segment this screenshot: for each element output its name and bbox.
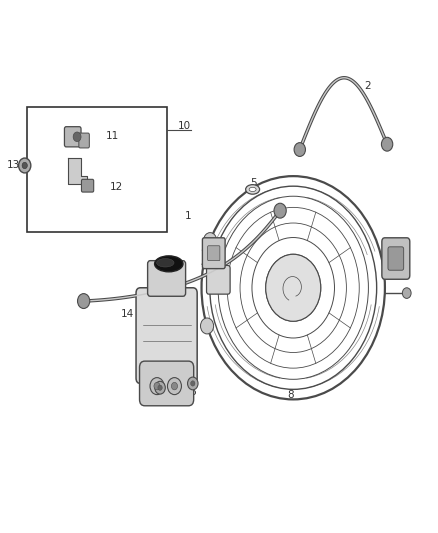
FancyBboxPatch shape xyxy=(148,261,186,296)
Text: 12: 12 xyxy=(110,182,123,192)
FancyBboxPatch shape xyxy=(208,246,220,261)
Text: 1: 1 xyxy=(185,211,192,221)
Circle shape xyxy=(167,377,181,394)
Text: 8: 8 xyxy=(288,390,294,400)
Text: 7: 7 xyxy=(157,392,163,402)
Bar xyxy=(27,107,166,232)
Text: 9: 9 xyxy=(401,251,408,261)
Circle shape xyxy=(18,158,31,173)
Ellipse shape xyxy=(155,256,183,272)
Circle shape xyxy=(22,163,27,168)
Circle shape xyxy=(155,381,165,394)
Circle shape xyxy=(274,203,286,218)
Circle shape xyxy=(204,232,217,248)
FancyBboxPatch shape xyxy=(136,288,197,383)
Circle shape xyxy=(73,132,81,142)
FancyBboxPatch shape xyxy=(388,247,404,270)
FancyBboxPatch shape xyxy=(81,179,94,192)
Circle shape xyxy=(201,318,214,334)
Text: 3: 3 xyxy=(201,243,207,253)
Text: 14: 14 xyxy=(121,309,134,319)
Text: 13: 13 xyxy=(7,160,21,171)
Text: 5: 5 xyxy=(250,177,257,188)
Circle shape xyxy=(403,288,411,298)
Circle shape xyxy=(266,254,321,321)
Polygon shape xyxy=(68,158,87,184)
Circle shape xyxy=(191,381,195,386)
FancyBboxPatch shape xyxy=(207,265,230,294)
Circle shape xyxy=(158,385,162,390)
Circle shape xyxy=(381,138,393,151)
Text: 2: 2 xyxy=(364,81,371,91)
Ellipse shape xyxy=(246,184,260,194)
Circle shape xyxy=(171,382,177,390)
Text: 6: 6 xyxy=(190,387,196,398)
Text: 4: 4 xyxy=(201,259,207,269)
FancyBboxPatch shape xyxy=(140,361,194,406)
Ellipse shape xyxy=(249,187,256,191)
Text: 11: 11 xyxy=(106,131,119,141)
Circle shape xyxy=(78,294,90,309)
Circle shape xyxy=(294,143,305,157)
FancyBboxPatch shape xyxy=(79,133,89,148)
Circle shape xyxy=(154,382,160,390)
Circle shape xyxy=(150,377,164,394)
Circle shape xyxy=(187,377,198,390)
Text: 10: 10 xyxy=(177,120,191,131)
Ellipse shape xyxy=(156,259,174,267)
FancyBboxPatch shape xyxy=(382,238,410,279)
FancyBboxPatch shape xyxy=(202,238,225,269)
FancyBboxPatch shape xyxy=(64,127,81,147)
